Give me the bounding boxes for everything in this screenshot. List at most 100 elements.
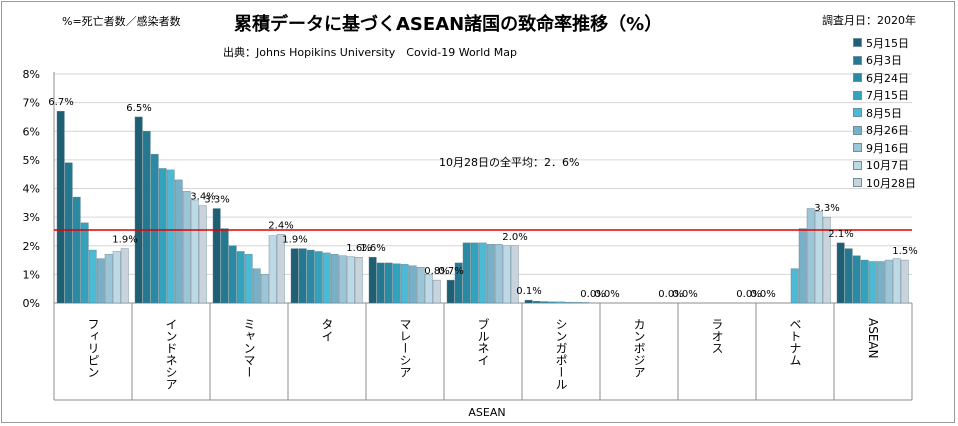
bar: [548, 301, 557, 304]
legend-label: 10月28日: [866, 176, 916, 190]
bar: [298, 248, 307, 304]
bar: [478, 242, 487, 304]
legend-item: 5月15日: [853, 34, 916, 52]
legend-label: 6月3日: [866, 54, 902, 68]
unit-note: %=死亡者数／感染者数: [62, 15, 181, 28]
bar: [158, 168, 167, 304]
legend-swatch: [853, 73, 862, 83]
bar: [424, 274, 433, 304]
legend-item: 7月15日: [853, 87, 916, 105]
data-label: 2.4%: [268, 220, 293, 231]
category-label: ブルネイ: [476, 317, 490, 366]
bar: [64, 162, 73, 304]
data-label: 0.0%: [672, 289, 697, 300]
y-tick-label: 8%: [23, 68, 40, 81]
legend-label: 9月16日: [866, 141, 909, 155]
bar: [814, 211, 823, 304]
bar: [260, 274, 269, 304]
legend-swatch: [853, 90, 862, 100]
legend-swatch: [853, 143, 862, 153]
bar: [432, 279, 441, 304]
bar: [510, 245, 519, 304]
bar: [884, 259, 893, 304]
bar: [494, 244, 503, 304]
bar: [112, 251, 121, 304]
legend-swatch: [853, 108, 862, 118]
data-label: 0.0%: [658, 289, 683, 300]
legend: 5月15日 6月3日 6月24日 7月15日 8月5日 8月26日 9月16日 10月7日 10…: [853, 34, 916, 192]
chart-title: 累積データに基づくASEAN諸国の致命率推移（%）: [234, 14, 663, 35]
bar: [314, 251, 323, 304]
data-label: 0.1%: [516, 286, 541, 297]
bar: [376, 262, 385, 304]
survey-date: 調査月日：2020年: [822, 14, 916, 27]
legend-label: 7月15日: [866, 89, 909, 103]
y-tick-label: 4%: [23, 183, 40, 196]
data-label: 0.7%: [438, 266, 463, 277]
category-label: カンボジア: [632, 318, 646, 378]
bar: [462, 242, 471, 304]
legend-item: 10月28日: [853, 174, 916, 192]
legend-label: 8月5日: [866, 106, 902, 120]
bar: [900, 259, 909, 304]
category-label: ASEAN: [866, 318, 880, 359]
y-tick-label: 7%: [23, 97, 40, 110]
category-label: ラオス: [710, 318, 724, 354]
legend-item: 9月16日: [853, 139, 916, 157]
bar: [346, 256, 355, 304]
data-label: 6.5%: [126, 103, 151, 114]
bar: [142, 131, 151, 304]
bar: [134, 116, 143, 304]
y-tick-label: 3%: [23, 211, 40, 224]
bar: [486, 244, 495, 304]
bar: [244, 254, 253, 304]
legend-swatch: [853, 178, 862, 188]
bar: [860, 259, 869, 304]
bar: [446, 279, 455, 304]
legend-label: 10月7日: [866, 159, 909, 173]
data-label: 0.0%: [594, 289, 619, 300]
data-label: 0.0%: [736, 289, 761, 300]
bar: [844, 248, 853, 304]
data-label: 0.0%: [580, 289, 605, 300]
data-label: 1.9%: [282, 235, 307, 246]
legend-item: 8月5日: [853, 104, 916, 122]
bar: [798, 228, 807, 304]
bar: [268, 235, 277, 304]
data-label: 0.0%: [750, 289, 775, 300]
legend-swatch: [853, 125, 862, 135]
bar: [580, 301, 589, 304]
bar: [416, 267, 425, 304]
average-note: 10月28日の全平均：2．6%: [439, 156, 580, 169]
category-label: インドネシア: [164, 318, 178, 390]
bar: [502, 245, 511, 304]
data-label: 1.6%: [360, 243, 385, 254]
data-label: 3.4%: [190, 192, 215, 203]
legend-swatch: [853, 160, 862, 170]
bar: [572, 301, 581, 304]
bar: [876, 261, 885, 304]
bar: [276, 234, 285, 304]
y-tick-label: 2%: [23, 240, 40, 253]
legend-swatch: [853, 55, 862, 65]
bar: [236, 251, 245, 304]
legend-label: 8月26日: [866, 124, 909, 138]
category-label: ミャンマー: [242, 318, 256, 378]
bar: [532, 301, 541, 304]
bar: [868, 261, 877, 304]
y-tick-label: 6%: [23, 125, 40, 138]
source-note: 出典：Johns Hopikins University Covid-19 Wo…: [223, 46, 517, 59]
legend-swatch: [853, 38, 862, 48]
data-label: 3.3%: [814, 203, 839, 214]
bar: [836, 242, 845, 304]
data-label: 1.6%: [346, 243, 371, 254]
y-tick-label: 1%: [23, 268, 40, 281]
bar: [852, 255, 861, 304]
bar: [56, 111, 65, 304]
bar: [220, 228, 229, 304]
bar: [228, 245, 237, 304]
bar: [892, 258, 901, 304]
bar: [88, 249, 97, 304]
bar: [408, 265, 417, 304]
